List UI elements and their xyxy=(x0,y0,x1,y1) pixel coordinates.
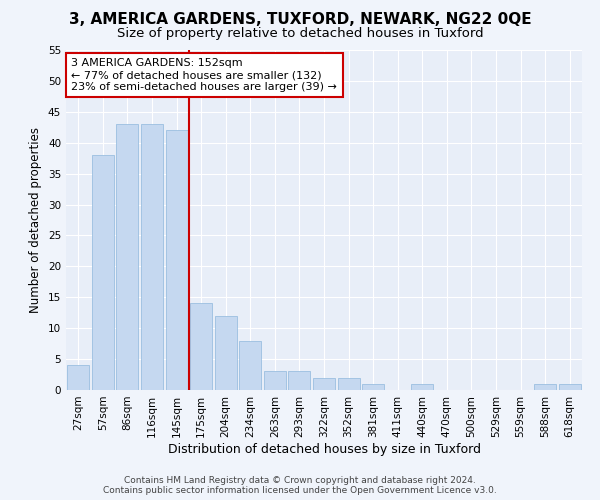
Bar xyxy=(116,124,139,390)
X-axis label: Distribution of detached houses by size in Tuxford: Distribution of detached houses by size … xyxy=(167,442,481,456)
Bar xyxy=(190,304,212,390)
Bar xyxy=(338,378,359,390)
Text: 3 AMERICA GARDENS: 152sqm
← 77% of detached houses are smaller (132)
23% of semi: 3 AMERICA GARDENS: 152sqm ← 77% of detac… xyxy=(71,58,337,92)
Bar xyxy=(313,378,335,390)
Bar xyxy=(559,384,581,390)
Bar xyxy=(289,372,310,390)
Bar xyxy=(215,316,237,390)
Bar xyxy=(141,124,163,390)
Text: Size of property relative to detached houses in Tuxford: Size of property relative to detached ho… xyxy=(116,28,484,40)
Bar xyxy=(92,155,114,390)
Bar xyxy=(362,384,384,390)
Y-axis label: Number of detached properties: Number of detached properties xyxy=(29,127,43,313)
Bar xyxy=(534,384,556,390)
Text: 3, AMERICA GARDENS, TUXFORD, NEWARK, NG22 0QE: 3, AMERICA GARDENS, TUXFORD, NEWARK, NG2… xyxy=(68,12,532,28)
Bar xyxy=(67,366,89,390)
Bar xyxy=(264,372,286,390)
Bar xyxy=(411,384,433,390)
Bar xyxy=(166,130,188,390)
Bar xyxy=(239,340,262,390)
Text: Contains HM Land Registry data © Crown copyright and database right 2024.
Contai: Contains HM Land Registry data © Crown c… xyxy=(103,476,497,495)
